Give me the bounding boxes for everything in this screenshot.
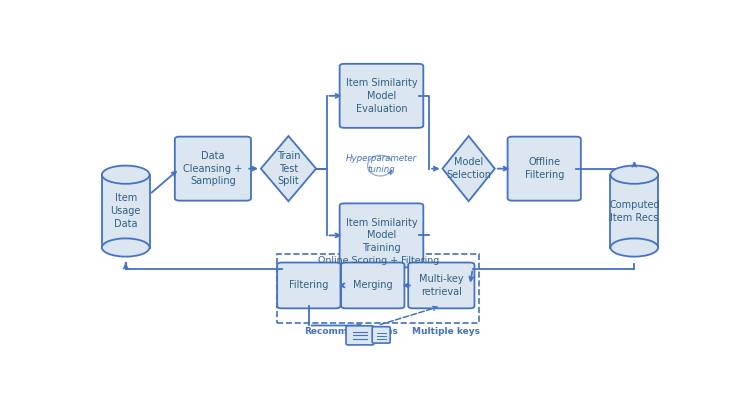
FancyBboxPatch shape [278,262,340,309]
FancyBboxPatch shape [610,175,658,247]
Text: Recommendations: Recommendations [304,327,398,336]
Polygon shape [261,136,316,201]
Text: Hyperparameter
tuning: Hyperparameter tuning [346,154,417,174]
Text: Multiple keys: Multiple keys [413,327,480,336]
FancyBboxPatch shape [175,137,251,201]
Polygon shape [442,136,495,201]
FancyBboxPatch shape [102,175,149,247]
Text: Computed
Item Recs: Computed Item Recs [609,200,660,223]
FancyBboxPatch shape [346,326,374,345]
Text: Model
Selection: Model Selection [446,157,491,180]
Text: Item Similarity
Model
Evaluation: Item Similarity Model Evaluation [346,78,417,113]
Text: Item
Usage
Data: Item Usage Data [110,193,141,229]
Text: Online Scoring + Filtering: Online Scoring + Filtering [318,256,439,265]
Text: Offline
Filtering: Offline Filtering [524,157,564,180]
FancyBboxPatch shape [340,64,423,128]
FancyBboxPatch shape [340,203,423,268]
Text: Filtering: Filtering [290,281,328,290]
Text: Data
Cleansing +
Sampling: Data Cleansing + Sampling [183,151,242,186]
Ellipse shape [102,165,149,184]
FancyBboxPatch shape [408,262,475,309]
Ellipse shape [102,238,149,256]
Text: Item Similarity
Model
Training: Item Similarity Model Training [346,217,417,253]
Text: Multi-key
retrieval: Multi-key retrieval [419,274,464,297]
FancyBboxPatch shape [372,327,390,343]
Text: Merging: Merging [353,281,392,290]
Ellipse shape [610,165,658,184]
Ellipse shape [610,238,658,256]
FancyBboxPatch shape [341,262,404,309]
FancyBboxPatch shape [508,137,580,201]
Text: Train
Test
Split: Train Test Split [277,151,300,186]
